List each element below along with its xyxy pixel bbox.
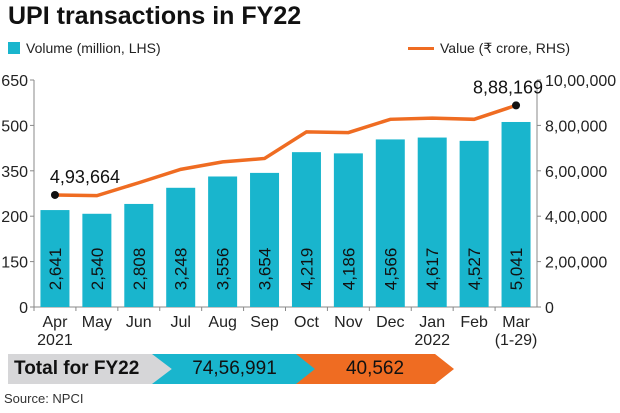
bar-value-label: 4,617	[423, 248, 442, 291]
x-tick-label: Mar	[502, 314, 530, 331]
value-point-marker	[50, 190, 59, 199]
bar-value-label: 3,654	[256, 248, 275, 291]
value-point-label: 8,88,169	[473, 77, 543, 97]
x-tick-sublabel: 2022	[414, 332, 450, 349]
x-tick-label: Aug	[208, 314, 236, 331]
x-tick-label: Jan	[419, 314, 445, 331]
value-line	[54, 103, 517, 198]
bar-feb	[459, 140, 489, 307]
left-tick-label: 200	[1, 209, 28, 226]
right-tick-label: 8,00,000	[545, 118, 607, 135]
bar-value-label: 3,248	[172, 248, 191, 291]
value-point-label: 4,93,664	[50, 167, 120, 187]
summary-label: Total for FY22	[8, 354, 198, 384]
x-tick-sublabel: 2021	[37, 332, 73, 349]
left-tick-label: 350	[1, 164, 28, 181]
right-tick-label: 6,00,000	[545, 164, 607, 181]
bar-value-label: 3,556	[214, 248, 233, 291]
bar-jun	[124, 203, 154, 307]
left-tick-label: 650	[1, 73, 28, 90]
left-tick-label: 500	[1, 118, 28, 135]
chart-title: UPI transactions in FY22	[8, 2, 302, 30]
bar-dec	[375, 139, 405, 307]
summary-volume-total: 74,56,991	[152, 354, 317, 384]
x-tick-label: May	[82, 314, 112, 331]
right-tick-label: 4,00,000	[545, 209, 607, 226]
bar-value-label: 2,540	[88, 248, 107, 291]
bar-apr	[40, 210, 70, 307]
x-tick-label: Nov	[334, 314, 362, 331]
value-point-marker	[512, 101, 521, 110]
bar-value-label: 4,527	[465, 248, 484, 291]
x-tick-label: Jul	[170, 314, 190, 331]
right-tick-label: 0	[545, 300, 554, 317]
left-tick-label: 150	[1, 255, 28, 272]
legend-label: Volume (million, LHS)	[26, 40, 161, 56]
right-tick-label: 10,00,000	[545, 73, 616, 90]
bar-sep	[250, 172, 280, 307]
plot-area: 0 150 200 350 500 650 0 2,00,000 4,00,000 6,00,00…	[1, 73, 616, 349]
bar-value-label: 2,641	[46, 248, 65, 291]
left-tick-label: 0	[19, 300, 28, 317]
bar-mar	[501, 121, 531, 307]
summary-value-total: 40,562	[296, 354, 454, 384]
legend-volume: Volume (million, LHS)	[8, 40, 161, 56]
x-tick-sublabel: (1-29)	[495, 332, 538, 349]
bar-nov	[333, 153, 363, 307]
bar-jul	[166, 187, 196, 307]
legend-value: Value (₹ crore, RHS)	[408, 40, 570, 57]
bar-jan	[417, 137, 447, 307]
x-tick-label: Feb	[460, 314, 488, 331]
x-tick-label: Jun	[126, 314, 152, 331]
x-tick-label: Dec	[376, 314, 404, 331]
bar-value-label: 5,041	[507, 248, 526, 291]
bar-oct	[291, 152, 321, 307]
legend-label: Value (₹ crore, RHS)	[440, 40, 571, 56]
bar-value-label: 4,566	[381, 248, 400, 291]
legend-swatch-line	[408, 47, 434, 50]
source-note: Source: NPCI	[4, 391, 84, 406]
bar-may	[82, 213, 112, 307]
right-tick-label: 2,00,000	[545, 255, 607, 272]
bar-aug	[208, 176, 238, 307]
bar-value-label: 2,808	[130, 248, 149, 291]
bar-value-label: 4,219	[297, 248, 316, 291]
x-tick-label: Apr	[43, 314, 69, 331]
legend-swatch-bar	[8, 42, 20, 54]
x-tick-label: Sep	[250, 314, 279, 331]
bar-value-label: 4,186	[339, 248, 358, 291]
x-tick-label: Oct	[294, 314, 319, 331]
